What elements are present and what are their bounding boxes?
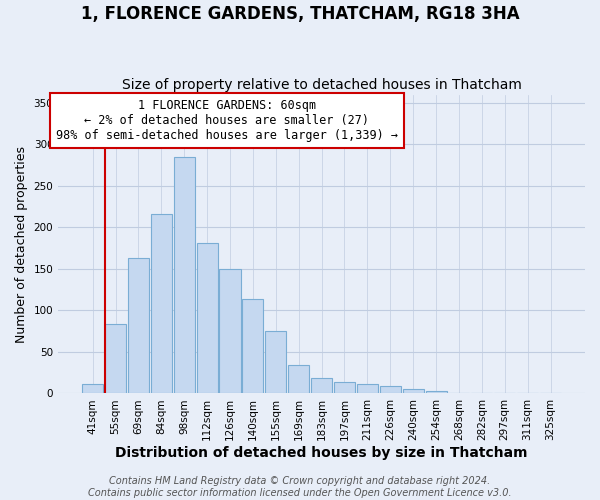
- Text: 1, FLORENCE GARDENS, THATCHAM, RG18 3HA: 1, FLORENCE GARDENS, THATCHAM, RG18 3HA: [80, 5, 520, 23]
- Bar: [173, 157, 195, 394]
- Bar: [403, 390, 424, 394]
- Bar: [357, 384, 378, 394]
- Bar: [334, 382, 355, 394]
- Bar: [425, 391, 446, 394]
- Bar: [540, 392, 561, 394]
- Title: Size of property relative to detached houses in Thatcham: Size of property relative to detached ho…: [122, 78, 521, 92]
- Bar: [472, 392, 493, 394]
- Text: 1 FLORENCE GARDENS: 60sqm
← 2% of detached houses are smaller (27)
98% of semi-d: 1 FLORENCE GARDENS: 60sqm ← 2% of detach…: [56, 99, 398, 142]
- Bar: [242, 299, 263, 394]
- Bar: [380, 386, 401, 394]
- Bar: [82, 384, 103, 394]
- Bar: [105, 324, 126, 394]
- Y-axis label: Number of detached properties: Number of detached properties: [15, 146, 28, 342]
- X-axis label: Distribution of detached houses by size in Thatcham: Distribution of detached houses by size …: [115, 446, 528, 460]
- Bar: [265, 331, 286, 394]
- Bar: [311, 378, 332, 394]
- Bar: [288, 365, 309, 394]
- Bar: [151, 214, 172, 394]
- Bar: [128, 258, 149, 394]
- Text: Contains HM Land Registry data © Crown copyright and database right 2024.
Contai: Contains HM Land Registry data © Crown c…: [88, 476, 512, 498]
- Bar: [197, 243, 218, 394]
- Bar: [220, 269, 241, 394]
